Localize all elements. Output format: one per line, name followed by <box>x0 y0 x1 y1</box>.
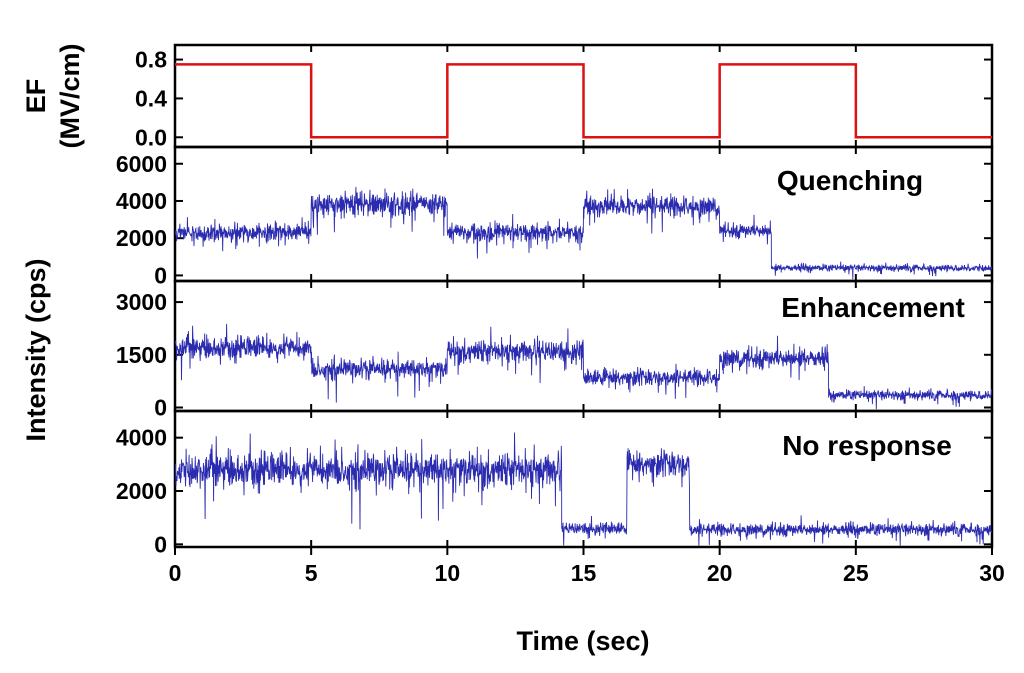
quenching-ytick-label: 4000 <box>116 188 167 214</box>
x-tick-label: 15 <box>571 560 597 586</box>
enhancement-ytick-label: 0 <box>154 394 167 420</box>
enhancement-ytick-label: 1500 <box>116 342 167 368</box>
quenching-ytick-label: 2000 <box>116 225 167 251</box>
panel-quenching: 0 2000 4000 6000 <box>116 145 994 288</box>
x-tick-label: 5 <box>305 560 318 586</box>
ef-ylabel-line2: (MV/cm) <box>55 43 85 148</box>
x-tick-label: 30 <box>979 560 1005 586</box>
panel-ef: 0.0 0.4 0.8 <box>135 43 994 150</box>
no-response-ytick-label: 2000 <box>116 478 167 504</box>
annotation-quenching: Quenching <box>777 165 923 196</box>
ef-series-line <box>175 63 992 139</box>
annotation-no-response: No response <box>782 430 952 461</box>
x-tick-label: 20 <box>707 560 733 586</box>
intensity-ylabel: Intensity (cps) <box>21 258 51 441</box>
no-response-ytick-label: 4000 <box>116 425 167 451</box>
ef-ytick-label: 0.8 <box>135 47 167 73</box>
quenching-ytick-label: 0 <box>154 262 167 288</box>
annotation-enhancement: Enhancement <box>781 292 965 323</box>
enhancement-ytick-label: 3000 <box>116 289 167 315</box>
ef-ytick-label: 0.0 <box>135 124 167 150</box>
no-response-ytick-label: 0 <box>154 531 167 557</box>
ef-ylabel-line1: EF <box>21 79 51 114</box>
no-response-series-trace <box>175 432 992 546</box>
quenching-ytick-label: 6000 <box>116 151 167 177</box>
x-tick-label: 0 <box>169 560 182 586</box>
x-tick-label: 10 <box>435 560 461 586</box>
x-axis-title: Time (sec) <box>516 626 649 656</box>
quenching-series-trace <box>175 186 992 280</box>
x-tick-label: 25 <box>843 560 869 586</box>
ef-ytick-label: 0.4 <box>135 85 167 111</box>
enhancement-series-trace <box>175 323 992 410</box>
panel-no-response: 0 2000 4000 0 5 10 15 20 25 30 <box>116 409 1005 586</box>
